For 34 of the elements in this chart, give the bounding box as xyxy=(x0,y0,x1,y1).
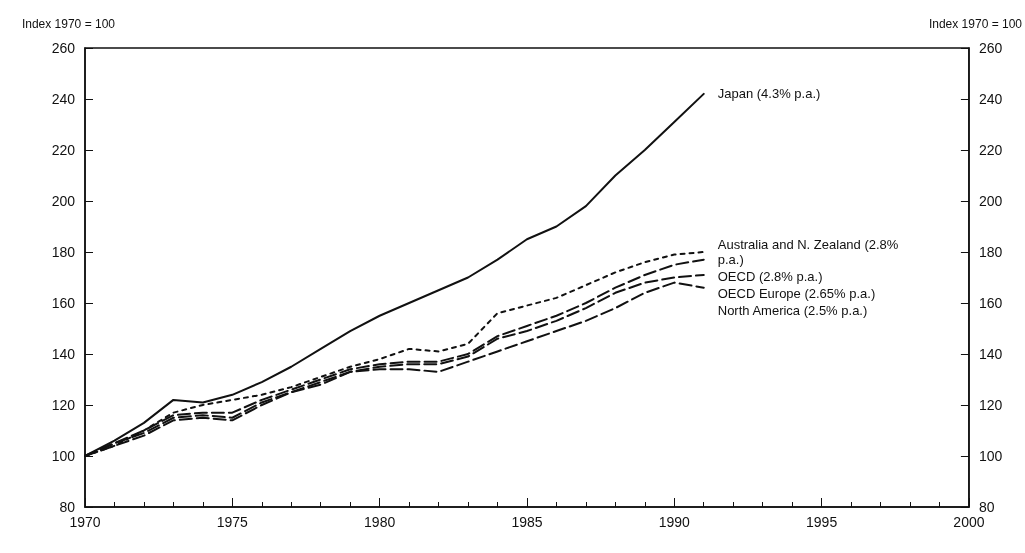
y-tick-label: 220 xyxy=(51,142,76,158)
series-label: Australia and N. Zealand (2.8% p.a.) xyxy=(717,237,903,267)
y-tick-label: 260 xyxy=(51,40,76,56)
x-tick-label: 1990 xyxy=(658,514,691,530)
y-tick-label: 120 xyxy=(51,397,76,413)
x-tick-label: 1995 xyxy=(806,514,838,530)
y2-tick-label: 120 xyxy=(978,397,1003,413)
y2-tick-label: 100 xyxy=(978,448,1003,464)
y-tick-label: 180 xyxy=(51,244,76,260)
y2-axis-title: Index 1970 = 100 xyxy=(928,17,1023,31)
y2-tick-label: 160 xyxy=(978,295,1003,311)
y-axis-title: Index 1970 = 100 xyxy=(21,17,116,31)
x-tick-label: 2000 xyxy=(953,514,985,530)
y-tick-label: 200 xyxy=(51,193,76,209)
y2-tick-label: 180 xyxy=(978,244,1003,260)
y2-tick-label: 220 xyxy=(978,142,1003,158)
x-tick-label: 1970 xyxy=(69,514,101,530)
y-tick-label: 80 xyxy=(59,499,76,515)
y-tick-label: 140 xyxy=(51,346,76,362)
series-label: North America (2.5% p.a.) xyxy=(717,303,868,318)
y2-tick-label: 200 xyxy=(978,193,1003,209)
y-tick-label: 100 xyxy=(51,448,76,464)
series-label: Japan (4.3% p.a.) xyxy=(717,86,821,102)
y-tick-label: 240 xyxy=(51,91,76,107)
x-tick-label: 1975 xyxy=(216,514,249,530)
series-label: OECD Europe (2.65% p.a.) xyxy=(717,286,876,301)
y2-tick-label: 260 xyxy=(978,40,1003,56)
y2-tick-label: 240 xyxy=(978,91,1003,107)
series-label: OECD (2.8% p.a.) xyxy=(717,269,823,284)
x-tick-label: 1985 xyxy=(511,514,543,530)
y-tick-label: 160 xyxy=(51,295,76,311)
x-tick-label: 1980 xyxy=(364,514,396,530)
y2-tick-label: 80 xyxy=(978,499,995,515)
y2-tick-label: 140 xyxy=(978,346,1003,362)
